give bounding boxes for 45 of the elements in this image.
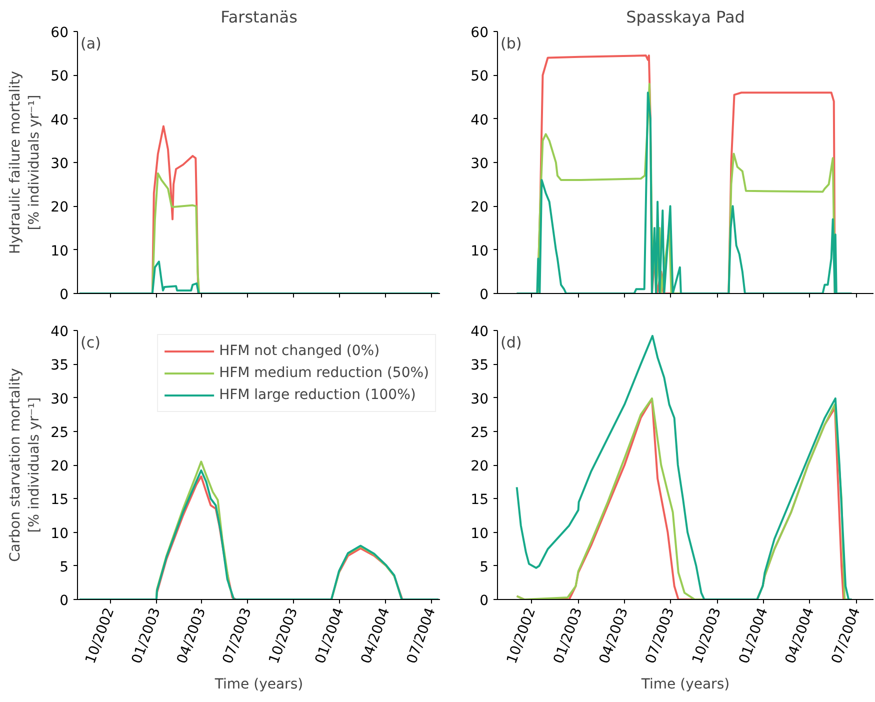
y-tick-label: 25	[50, 424, 69, 441]
y-tick-label: 30	[470, 391, 489, 408]
annotation: (c)	[80, 334, 100, 352]
legend-label: HFM not changed (0%)	[219, 343, 380, 359]
y-tick-label: 35	[470, 358, 489, 374]
y-tick-label: 40	[50, 112, 69, 128]
legend-label: HFM medium reduction (50%)	[219, 365, 429, 381]
y-tick-label: 20	[470, 458, 489, 474]
y-tick-label: 35	[50, 358, 69, 374]
y-tick-label: 30	[470, 156, 489, 172]
y-tick-label: 60	[470, 25, 489, 41]
x-axis-title: Time (years)	[214, 676, 304, 693]
y-tick-label: 20	[50, 458, 69, 474]
y-tick-label: 5	[60, 559, 69, 576]
y-tick-label: 30	[50, 156, 69, 172]
y-tick-label: 20	[470, 200, 489, 216]
annotation: (d)	[500, 334, 522, 352]
y-tick-label: 50	[470, 68, 489, 85]
x-axis-title: Time (years)	[640, 676, 730, 693]
annotation: (b)	[500, 34, 522, 52]
y-tick-label: 15	[50, 492, 69, 508]
y-tick-label: 0	[480, 287, 489, 303]
y-tick-label: 30	[50, 391, 69, 408]
y-tick-label: 60	[50, 25, 69, 41]
y-tick-label: 15	[470, 492, 489, 508]
y-tick-label: 40	[470, 324, 489, 340]
chart-title: Spasskaya Pad	[626, 8, 745, 26]
y-axis-title: Carbon starvation mortality [% individuals yr⁻¹]	[7, 368, 43, 562]
annotation: (a)	[80, 34, 102, 52]
y-tick-label: 0	[60, 593, 69, 609]
y-tick-label: 20	[50, 200, 69, 216]
y-tick-label: 0	[480, 593, 489, 609]
y-tick-label: 25	[470, 424, 489, 441]
y-axis-title: Hydraulic failure mortality [% individuals yr⁻¹]	[7, 70, 43, 254]
y-tick-label: 10	[470, 526, 489, 542]
y-tick-label: 0	[60, 287, 69, 303]
y-tick-label: 40	[470, 112, 489, 128]
y-tick-label: 10	[50, 526, 69, 542]
legend-label: HFM large reduction (100%)	[219, 387, 416, 403]
y-tick-label: 5	[480, 559, 489, 576]
y-tick-label: 50	[50, 68, 69, 85]
y-tick-label: 10	[50, 243, 69, 260]
y-tick-label: 40	[50, 324, 69, 340]
chart-title: Farstanäs	[220, 8, 298, 26]
y-tick-label: 10	[470, 243, 489, 260]
